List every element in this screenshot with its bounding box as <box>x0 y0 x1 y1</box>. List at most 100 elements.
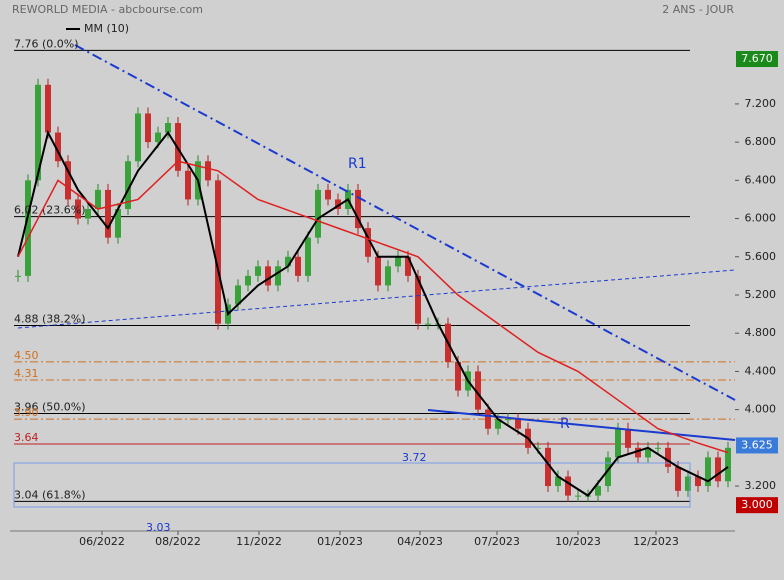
legend-label: MM (10) <box>84 22 129 35</box>
candle <box>515 419 521 429</box>
x-tick-label: 06/2022 <box>79 535 125 548</box>
range-box <box>13 462 691 508</box>
chart-subtitle: 2 ANS - JOUR <box>662 3 734 16</box>
x-tick-label: 01/2023 <box>317 535 363 548</box>
candle <box>385 266 391 286</box>
candle <box>595 486 601 496</box>
candle <box>645 447 651 458</box>
annotation: R1 <box>348 156 367 172</box>
x-tick-label: 04/2023 <box>397 535 443 548</box>
candle <box>135 113 141 162</box>
x-tick-label: 12/2023 <box>633 535 679 548</box>
candle <box>295 256 301 276</box>
candle <box>155 132 161 143</box>
y-tick-label: 6.000 <box>745 212 777 225</box>
x-tick-label: 07/2023 <box>474 535 520 548</box>
candle <box>255 266 261 276</box>
price-badge-label: 3.000 <box>741 498 773 511</box>
candle <box>555 476 561 487</box>
x-tick-label: 11/2022 <box>236 535 282 548</box>
candle <box>65 161 71 200</box>
candle <box>455 361 461 391</box>
candle <box>415 275 421 324</box>
candle <box>265 266 271 286</box>
level-label: 3.04 (61.8%) <box>14 488 86 501</box>
price-badge-label: 3.625 <box>741 438 773 451</box>
candle <box>665 447 671 467</box>
candle <box>325 189 331 200</box>
x-tick-label: 10/2023 <box>555 535 601 548</box>
candle <box>215 180 221 324</box>
candle <box>575 495 581 497</box>
candle <box>335 199 341 210</box>
y-tick-label: 7.200 <box>745 97 777 110</box>
candle <box>685 476 691 491</box>
annotation: 3.03 <box>146 521 171 534</box>
candle <box>125 161 131 210</box>
candle <box>25 180 31 276</box>
trendline-r <box>427 409 736 441</box>
candle <box>705 457 711 487</box>
candle <box>615 428 621 458</box>
candle <box>15 275 21 277</box>
candle <box>495 419 501 429</box>
chart-title: REWORLD MEDIA - abcbourse.com <box>12 3 203 16</box>
candle <box>395 256 401 267</box>
trendline-r1 <box>74 44 736 401</box>
candle <box>375 256 381 286</box>
candle <box>85 209 91 219</box>
candle <box>105 189 111 238</box>
level-label: 3.90 <box>14 406 39 419</box>
candle <box>405 256 411 276</box>
y-tick-label: 5.600 <box>745 250 777 263</box>
level-label: 3.64 <box>14 431 39 444</box>
y-tick-label: 6.400 <box>745 173 777 186</box>
candle <box>675 466 681 491</box>
annotation: R <box>560 416 570 432</box>
candle <box>315 189 321 238</box>
candle <box>715 457 721 482</box>
candle <box>45 84 51 133</box>
trendline-support <box>17 269 736 329</box>
candle <box>75 199 81 219</box>
moving-average <box>17 160 729 454</box>
candle <box>235 285 241 305</box>
y-tick-label: 4.800 <box>745 326 777 339</box>
candle <box>695 476 701 487</box>
candle <box>95 189 101 210</box>
candle <box>655 447 661 449</box>
candle <box>505 419 511 421</box>
price-badge <box>736 497 778 514</box>
candle <box>485 409 491 429</box>
price-badge <box>736 51 778 68</box>
moving-average <box>17 129 729 497</box>
candle <box>625 428 631 448</box>
candle <box>205 161 211 181</box>
y-tick-label: 5.200 <box>745 288 777 301</box>
candle <box>185 170 191 200</box>
candle <box>245 275 251 286</box>
candle <box>35 84 41 181</box>
candle <box>565 476 571 496</box>
level-label: 6.02 (23.6%) <box>14 204 86 217</box>
level-label: 4.50 <box>14 349 39 362</box>
y-tick-label: 3.200 <box>745 479 777 492</box>
x-tick-label: 08/2022 <box>155 535 201 548</box>
price-badge-label: 7.670 <box>741 52 773 65</box>
candle <box>725 447 731 482</box>
candle <box>545 447 551 487</box>
level-label: 4.31 <box>14 367 39 380</box>
y-tick-label: 4.000 <box>745 403 777 416</box>
candle <box>285 256 291 267</box>
level-label: 4.88 (38.2%) <box>14 313 86 326</box>
candle <box>475 371 481 410</box>
y-tick-label: 4.400 <box>745 364 777 377</box>
candle <box>425 323 431 325</box>
level-label: 7.76 (0.0%) <box>14 37 79 50</box>
candle <box>165 123 171 133</box>
candle <box>145 113 151 143</box>
candle <box>275 266 281 286</box>
annotation: 3.72 <box>402 451 427 464</box>
